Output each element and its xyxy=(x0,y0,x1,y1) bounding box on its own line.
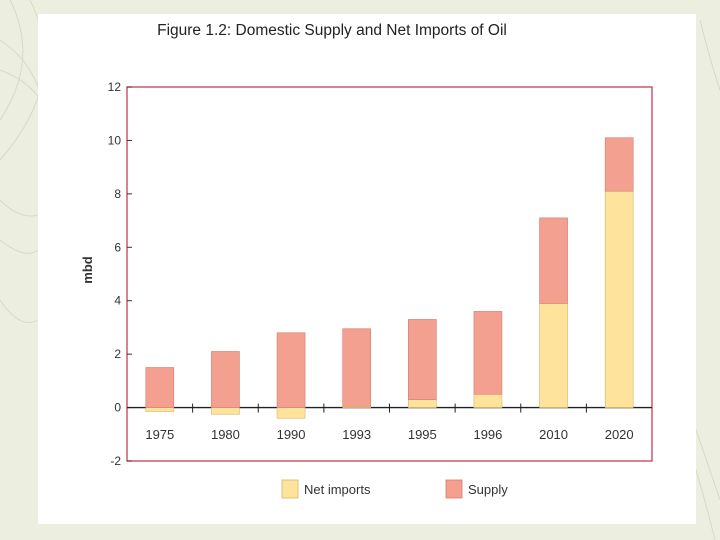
bar-net-imports-1990 xyxy=(276,407,306,419)
bar-supply-2010 xyxy=(539,217,568,304)
x-tick-label: 1980 xyxy=(211,427,240,442)
y-axis-label: mbd xyxy=(80,256,95,284)
bar-net-imports-1996 xyxy=(473,393,503,408)
y-tick-label: 8 xyxy=(114,187,121,201)
legend-swatch-supply xyxy=(445,479,463,499)
bar-supply-1990 xyxy=(276,332,306,408)
legend-label-net-imports: Net imports xyxy=(304,482,371,497)
x-tick-label: 1996 xyxy=(473,427,502,442)
bar-net-imports-1980 xyxy=(211,407,240,415)
x-tick-label: 1993 xyxy=(342,427,371,442)
y-tick-label: 10 xyxy=(108,133,122,147)
x-tick-label: 1975 xyxy=(145,427,174,442)
bar-supply-1975 xyxy=(145,367,175,408)
chart-slide xyxy=(38,14,696,524)
y-tick-label: 12 xyxy=(108,80,122,94)
x-tick-label: 2010 xyxy=(539,427,568,442)
y-tick-label: 2 xyxy=(114,347,121,361)
x-tick-label: 2020 xyxy=(605,427,634,442)
bar-supply-2020 xyxy=(604,137,634,192)
bar-supply-1993 xyxy=(342,328,371,407)
y-tick-label: 0 xyxy=(114,401,121,415)
x-tick-label: 1995 xyxy=(408,427,437,442)
bar-net-imports-2010 xyxy=(539,303,568,408)
y-tick-label: -2 xyxy=(110,454,121,468)
bar-net-imports-1995 xyxy=(408,399,437,408)
chart-title: Figure 1.2: Domestic Supply and Net Impo… xyxy=(157,22,507,39)
x-tick-label: 1990 xyxy=(277,427,306,442)
bar-supply-1980 xyxy=(211,351,240,408)
y-tick-label: 4 xyxy=(114,294,121,308)
bar-net-imports-1975 xyxy=(145,407,175,412)
y-tick-label: 6 xyxy=(114,240,121,254)
legend-label-supply: Supply xyxy=(468,482,508,497)
plot-frame xyxy=(126,86,653,462)
legend-swatch-net-imports xyxy=(281,479,299,499)
bar-net-imports-2020 xyxy=(604,190,634,408)
bar-supply-1995 xyxy=(408,319,437,400)
bar-supply-1996 xyxy=(473,311,503,395)
